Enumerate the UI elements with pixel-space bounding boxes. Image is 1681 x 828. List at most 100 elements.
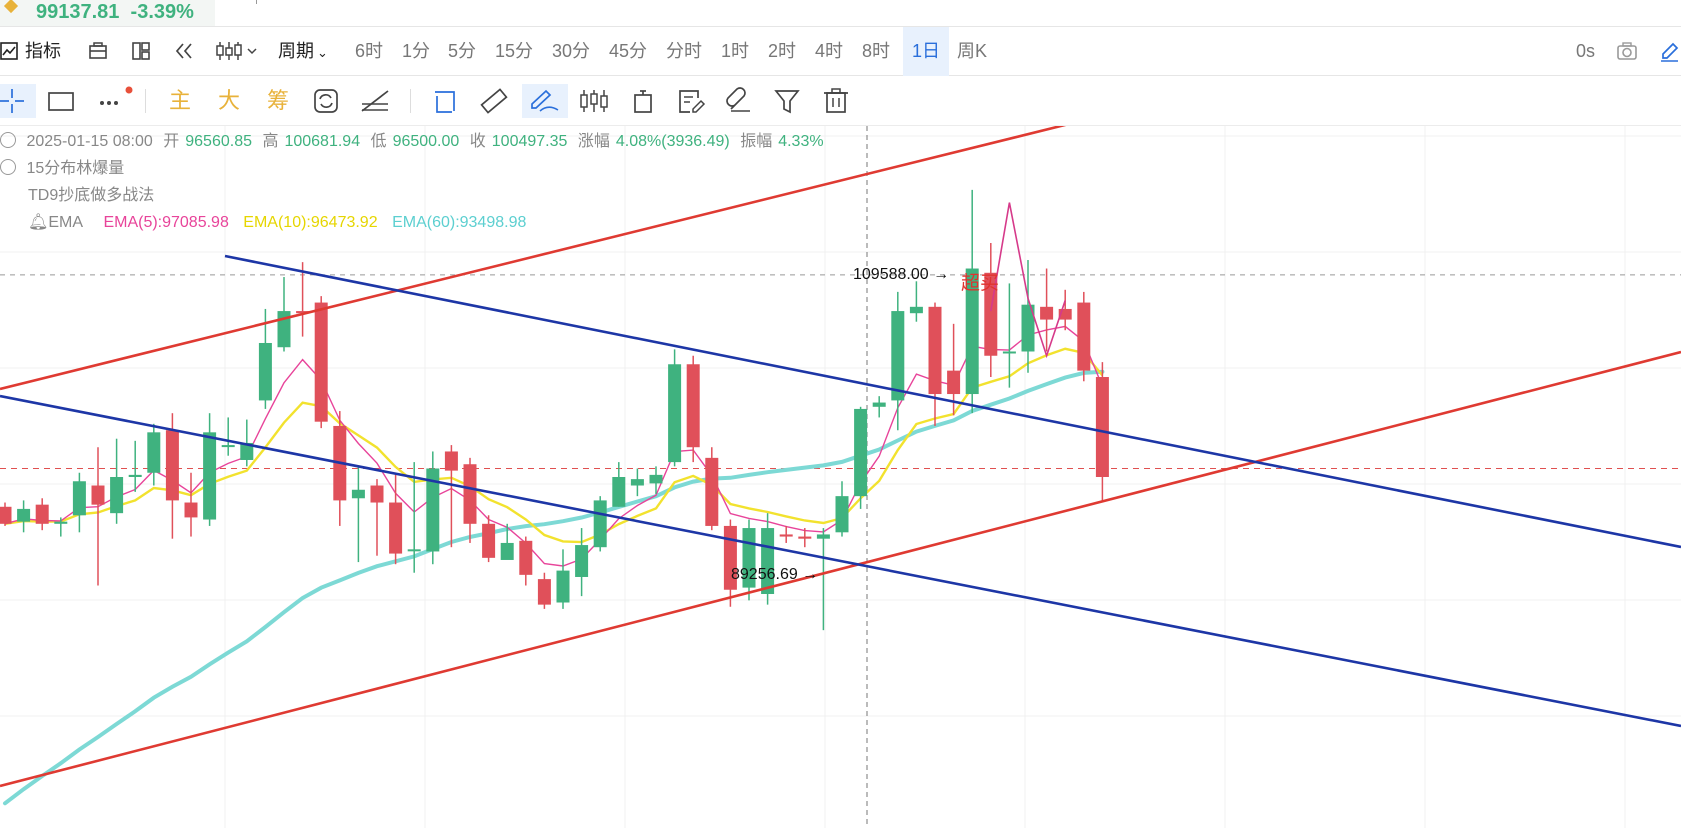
candle-body (426, 468, 440, 552)
candle-body (575, 545, 589, 577)
candle-body (314, 302, 328, 422)
chips-indicator-button[interactable]: 筹 (261, 84, 295, 118)
refresh-icon (314, 89, 338, 113)
change-value: 4.08%(3936.49) (615, 133, 730, 150)
candle-body (407, 549, 421, 552)
candle-body (296, 311, 310, 314)
candle-body (72, 481, 86, 516)
interval-10[interactable]: 8时 (862, 41, 891, 61)
candle-body (110, 477, 124, 514)
main-indicator-label: 主 (168, 88, 191, 113)
camera-icon[interactable] (1616, 41, 1638, 61)
parallel-tool[interactable] (428, 84, 462, 118)
crosshair-tool[interactable] (0, 84, 36, 118)
candle-body (835, 496, 849, 533)
low-value: 96500.00 (392, 133, 460, 150)
period-dropdown[interactable]: 周期 ⌄ (278, 27, 328, 76)
brush-tool[interactable] (522, 84, 568, 118)
candle-body (500, 542, 514, 560)
strategy-row-2: TD9抄底做多战法 (28, 182, 160, 209)
interval-3[interactable]: 15分 (495, 41, 534, 61)
ema-row: 🔔︎EMA EMA(5):97085.98 EMA(10):96473.92 E… (28, 209, 532, 236)
interval-2[interactable]: 5分 (448, 41, 477, 61)
chips-indicator-label: 筹 (266, 88, 289, 113)
text-icon (634, 90, 652, 113)
more-tools[interactable] (93, 84, 133, 118)
interval-11[interactable]: 1日 (903, 27, 949, 76)
candle-type-icon[interactable] (216, 41, 258, 61)
candle-body (128, 474, 142, 477)
candle-body (165, 430, 179, 501)
magnet-tool[interactable] (722, 84, 756, 118)
candle-body (17, 508, 31, 522)
interval-4[interactable]: 30分 (552, 41, 591, 61)
collapse-icon[interactable] (0, 159, 16, 175)
big-indicator-button[interactable]: 大 (212, 84, 246, 118)
delete-tool[interactable] (819, 84, 853, 118)
indicator-icon[interactable] (0, 41, 20, 61)
edit-icon[interactable] (1658, 41, 1680, 63)
candlestick-chart[interactable] (0, 126, 1681, 828)
main-indicator-button[interactable]: 主 (163, 84, 197, 118)
bell-icon[interactable]: 🔔︎ (28, 214, 49, 231)
candle-body (798, 536, 812, 539)
candles-tool[interactable] (577, 84, 611, 118)
big-indicator-label: 大 (217, 88, 240, 113)
candle-body (1077, 302, 1091, 371)
strategy-td9[interactable]: TD9抄底做多战法 (28, 187, 155, 204)
ema60-value: EMA(60):93498.98 (392, 214, 527, 231)
refresh-tool[interactable] (309, 84, 343, 118)
candle-body (240, 442, 254, 460)
candle-body (221, 445, 235, 448)
interval-9[interactable]: 4时 (815, 41, 844, 61)
template-icon[interactable] (88, 41, 108, 61)
coin-icon (3, 0, 19, 14)
ticker-price: 99137.81 -3.39% (36, 0, 194, 24)
legend-date: 2025-01-15 08:00 (26, 133, 153, 150)
close-label: 收 (469, 133, 486, 150)
indicators-button[interactable]: 指标 (25, 41, 61, 61)
text-tool[interactable] (626, 84, 660, 118)
ruler-tool[interactable] (477, 84, 511, 118)
rectangle-icon (48, 92, 74, 111)
candle-body (947, 370, 961, 395)
ruler-icon (480, 88, 508, 114)
trend-tool[interactable] (358, 84, 392, 118)
candle-body (630, 479, 644, 486)
candle-body (203, 432, 217, 520)
drawing-toolbar: 主 大 筹 (0, 76, 1681, 126)
magnet-icon (726, 87, 750, 112)
change-label: 涨幅 (577, 133, 610, 150)
candle-body (761, 528, 775, 594)
red-channel-upper (0, 126, 1067, 391)
interval-5[interactable]: 45分 (609, 41, 648, 61)
divider (145, 89, 146, 113)
interval-6[interactable]: 分时 (666, 41, 702, 61)
ticker-price-value: 99137.81 (36, 1, 120, 23)
layout-icon[interactable] (131, 41, 151, 61)
rectangle-tool[interactable] (44, 84, 78, 118)
candle-body (891, 311, 905, 401)
overbought-label: 超买 (961, 273, 1000, 294)
interval-12[interactable]: 周K (957, 41, 988, 61)
interval-0[interactable]: 6时 (355, 41, 384, 61)
filter-tool[interactable] (770, 84, 804, 118)
amplitude-value: 4.33% (778, 133, 824, 150)
interval-8[interactable]: 2时 (768, 41, 797, 61)
candle-body (854, 408, 868, 497)
rewind-icon[interactable] (174, 41, 196, 61)
divider (410, 89, 411, 113)
interval-1[interactable]: 1分 (402, 41, 431, 61)
collapse-icon[interactable] (0, 132, 16, 148)
strategy-row-1: 15分布林爆量 (0, 155, 130, 182)
candle-body (872, 402, 886, 407)
candle-body (444, 451, 458, 471)
candle-body (909, 306, 923, 314)
strategy-bollinger[interactable]: 15分布林爆量 (26, 160, 125, 177)
candle-body (91, 485, 105, 505)
candle-body (389, 502, 403, 554)
interval-7[interactable]: 1时 (721, 41, 750, 61)
note-tool[interactable] (674, 84, 708, 118)
candle-body (463, 464, 477, 524)
candle-body (668, 364, 682, 463)
